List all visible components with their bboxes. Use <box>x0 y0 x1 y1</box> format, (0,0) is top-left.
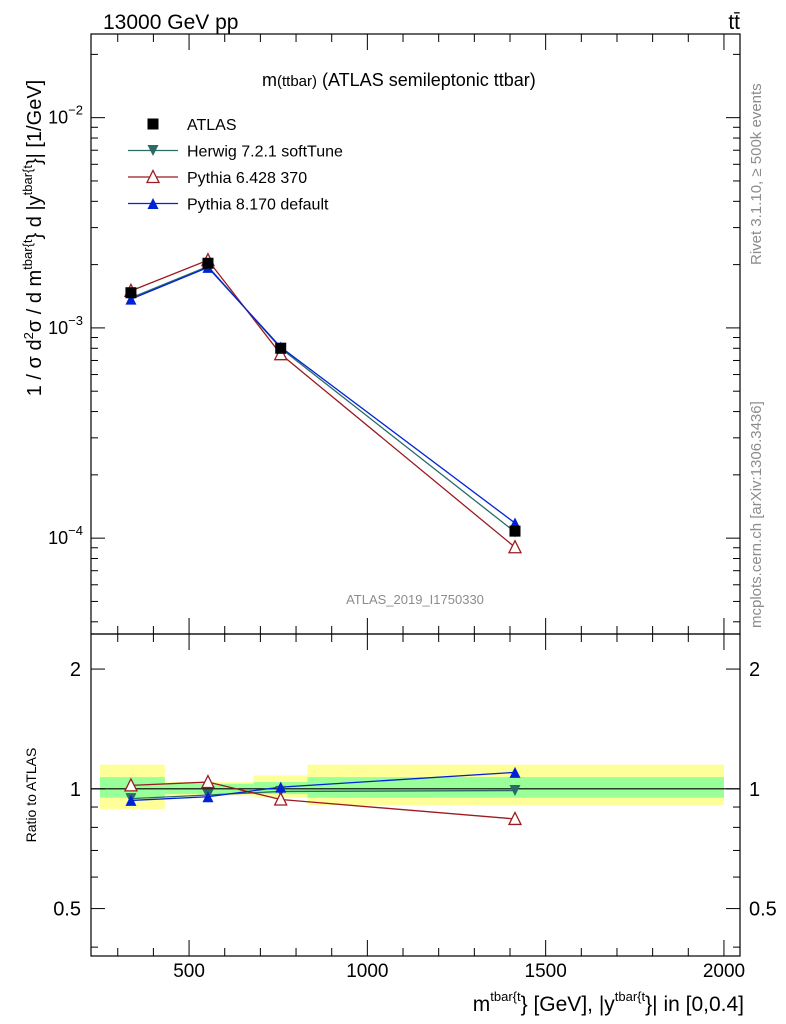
ratio-ytick-label-right-1: 1 <box>749 779 760 801</box>
ytick-exp: −4 <box>68 523 83 538</box>
ratio-ylabel: Ratio to ATLAS <box>23 748 39 843</box>
main-ylabel-p2: σ / d m <box>24 270 46 332</box>
xtick-label-2: 1500 <box>525 961 567 982</box>
ratio-ytick-label-right-0: 0.5 <box>749 899 777 921</box>
legend: ATLAS Herwig 7.2.1 softTune Pythia 6.428 3… <box>128 117 343 214</box>
ratio-frame <box>90 633 741 957</box>
main-ylabel: 1 / σ d2σ / d mtbar{t} d |ytbar{t}| [1/G… <box>20 80 46 397</box>
main-point-0-3 <box>509 525 521 537</box>
ratio-bands <box>91 764 740 809</box>
legend-marker-0 <box>147 118 159 130</box>
ratio-series <box>123 766 523 826</box>
main-ylabel-p5: tbar{t <box>20 165 35 196</box>
legend-marker-3 <box>147 198 159 209</box>
main-ylabel-p4: } d |y <box>24 195 46 239</box>
main-ylabel-p0: 1 / σ d <box>24 339 46 396</box>
ratio-ytick-label-left-1: 1 <box>70 779 81 801</box>
ratio-ytick-label-right-2: 2 <box>749 659 760 681</box>
ratio-xlabel: mtbar{t} [GeV], |ytbar{t}| in [0,0.4] <box>473 989 744 1016</box>
legend-label-1: Herwig 7.2.1 softTune <box>187 144 343 161</box>
main-ytick-label-2: 10−2 <box>48 103 83 128</box>
ratio-point-1-2 <box>273 791 288 806</box>
ytick-base: 10 <box>48 528 68 548</box>
main-ytick-label-0: 10−4 <box>48 523 83 548</box>
main-title-rest: (ATLAS semileptonic ttbar) <box>317 70 536 90</box>
legend-label-0: ATLAS <box>187 117 237 134</box>
legend-marker-1 <box>147 145 159 156</box>
main-ylabel-p1: 2 <box>21 332 36 339</box>
main-point-0-1 <box>202 257 214 269</box>
ratio-point-2-3 <box>509 766 521 778</box>
legend-marker-2 <box>145 169 161 184</box>
ratio-point-2-2 <box>275 781 287 793</box>
legend-label-3: Pythia 8.170 default <box>187 197 329 214</box>
main-ticks: 10−410−310−2 <box>48 34 740 634</box>
xlabel-p2: } [GeV], |y <box>521 993 616 1016</box>
process-label: tt̄ <box>728 11 740 34</box>
ratio-point-1-0 <box>123 777 138 792</box>
xtick-label-3: 2000 <box>703 961 745 982</box>
ratio-line-2 <box>130 771 516 802</box>
energy-label: 13000 GeV pp <box>103 11 238 34</box>
ratio-ticks: 0.5 0.5 1 1 2 2 500 1000 1500 2000 <box>53 634 777 982</box>
main-title-main: m <box>262 70 277 90</box>
xtick-label-0: 500 <box>173 961 205 982</box>
main-point-0-2 <box>275 342 287 354</box>
ratio-point-2-0 <box>125 794 137 806</box>
ytick-exp: −3 <box>68 313 83 328</box>
ytick-base: 10 <box>48 318 68 338</box>
rivet-label: Rivet 3.1.10, ≥ 500k events <box>748 83 765 265</box>
main-point-2-3 <box>507 539 523 554</box>
xtick-label-1: 1000 <box>346 961 388 982</box>
ratio-point-2-1 <box>202 791 214 803</box>
main-title: m(ttbar) (ATLAS semileptonic ttbar) <box>262 70 536 90</box>
legend-label-2: Pythia 6.428 370 <box>187 170 307 187</box>
xlabel-p4: }| in [0,0.4] <box>645 993 744 1016</box>
ratio-line-1 <box>130 781 516 820</box>
main-series <box>123 252 523 554</box>
xlabel-p1: tbar{t <box>490 989 521 1004</box>
ytick-base: 10 <box>48 108 68 128</box>
ratio-point-1-1 <box>200 774 216 789</box>
ratio-ytick-label-left-0: 0.5 <box>53 899 81 921</box>
xlabel-p3: tbar{t <box>615 989 646 1004</box>
main-point-0-0 <box>125 287 137 299</box>
main-ylabel-p3: tbar{t <box>20 239 35 270</box>
main-line-3 <box>130 266 516 524</box>
ytick-exp: −2 <box>68 103 83 118</box>
ratio-point-0-3 <box>509 785 521 797</box>
ratio-ytick-label-left-2: 2 <box>70 659 81 681</box>
ratio-line-0 <box>130 789 515 800</box>
xlabel-p0: m <box>473 993 491 1016</box>
main-point-3-0 <box>125 293 137 305</box>
main-line-1 <box>130 265 516 533</box>
mcplots-label: mcplots.cern.ch [arXiv:1306.3436] <box>748 401 765 628</box>
main-line-2 <box>130 259 516 548</box>
main-title-sub: (ttbar) <box>277 73 317 90</box>
main-ytick-label-1: 10−3 <box>48 313 83 338</box>
main-ylabel-p6: }| [1/GeV] <box>24 80 46 165</box>
ratio-point-1-3 <box>507 810 523 826</box>
analysis-id: ATLAS_2019_I1750330 <box>346 592 484 607</box>
